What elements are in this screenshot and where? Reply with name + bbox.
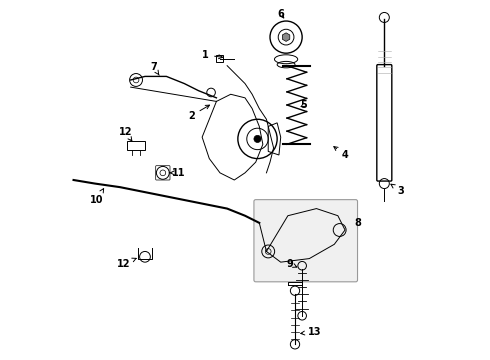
Text: 1: 1: [202, 50, 222, 60]
Polygon shape: [282, 33, 290, 41]
Bar: [217, 55, 223, 62]
Bar: [127, 141, 145, 150]
Text: 11: 11: [170, 168, 186, 178]
Circle shape: [254, 135, 261, 143]
Text: 12: 12: [119, 127, 132, 141]
Text: 5: 5: [300, 100, 307, 110]
Text: 10: 10: [90, 189, 103, 204]
Text: 6: 6: [277, 9, 284, 19]
Text: 8: 8: [354, 218, 361, 228]
Text: 2: 2: [188, 105, 210, 121]
Text: 9: 9: [286, 259, 297, 269]
Text: 12: 12: [117, 258, 136, 269]
Text: 13: 13: [301, 327, 321, 337]
Text: 3: 3: [391, 184, 404, 196]
FancyBboxPatch shape: [254, 200, 358, 282]
Text: 4: 4: [334, 147, 348, 160]
Text: 7: 7: [150, 63, 159, 75]
